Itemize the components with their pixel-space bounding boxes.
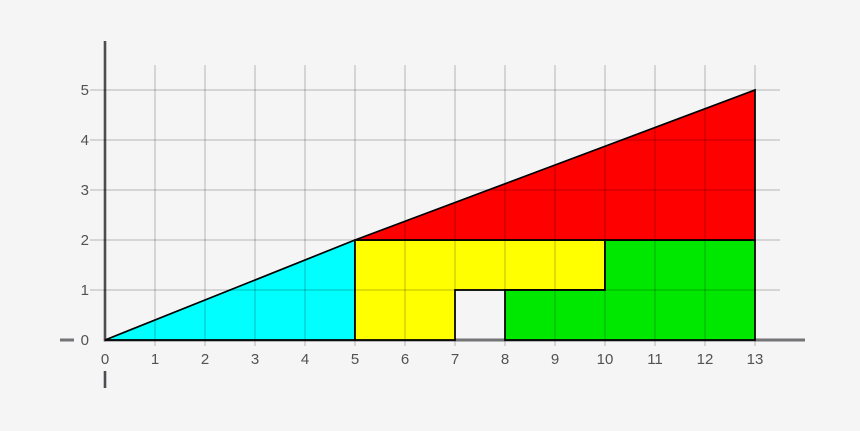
x-tick-label-11: 11 <box>647 351 663 368</box>
y-tick-label-1: 1 <box>81 282 89 299</box>
piece-red-right-triangle <box>354 88 756 241</box>
y-tick-label-4: 4 <box>81 132 89 149</box>
x-tick-label-5: 5 <box>351 351 359 368</box>
x-tick-label-7: 7 <box>451 351 459 368</box>
x-tick-label-3: 3 <box>251 351 259 368</box>
y-tick-label-3: 3 <box>81 182 89 199</box>
x-tick-label-0: 0 <box>101 351 109 368</box>
x-tick-label-12: 12 <box>697 351 714 368</box>
x-tick-label-13: 13 <box>747 351 764 368</box>
x-tick-label-9: 9 <box>551 351 559 368</box>
x-tick-label-2: 2 <box>201 351 209 368</box>
y-tick-label-2: 2 <box>81 232 89 249</box>
x-tick-label-1: 1 <box>151 351 159 368</box>
x-tick-label-10: 10 <box>597 351 614 368</box>
x-tick-label-6: 6 <box>401 351 409 368</box>
y-tick-label-0: 0 <box>81 332 89 349</box>
y-tick-label-5: 5 <box>81 82 89 99</box>
x-tick-label-8: 8 <box>501 351 509 368</box>
x-tick-label-4: 4 <box>301 351 309 368</box>
